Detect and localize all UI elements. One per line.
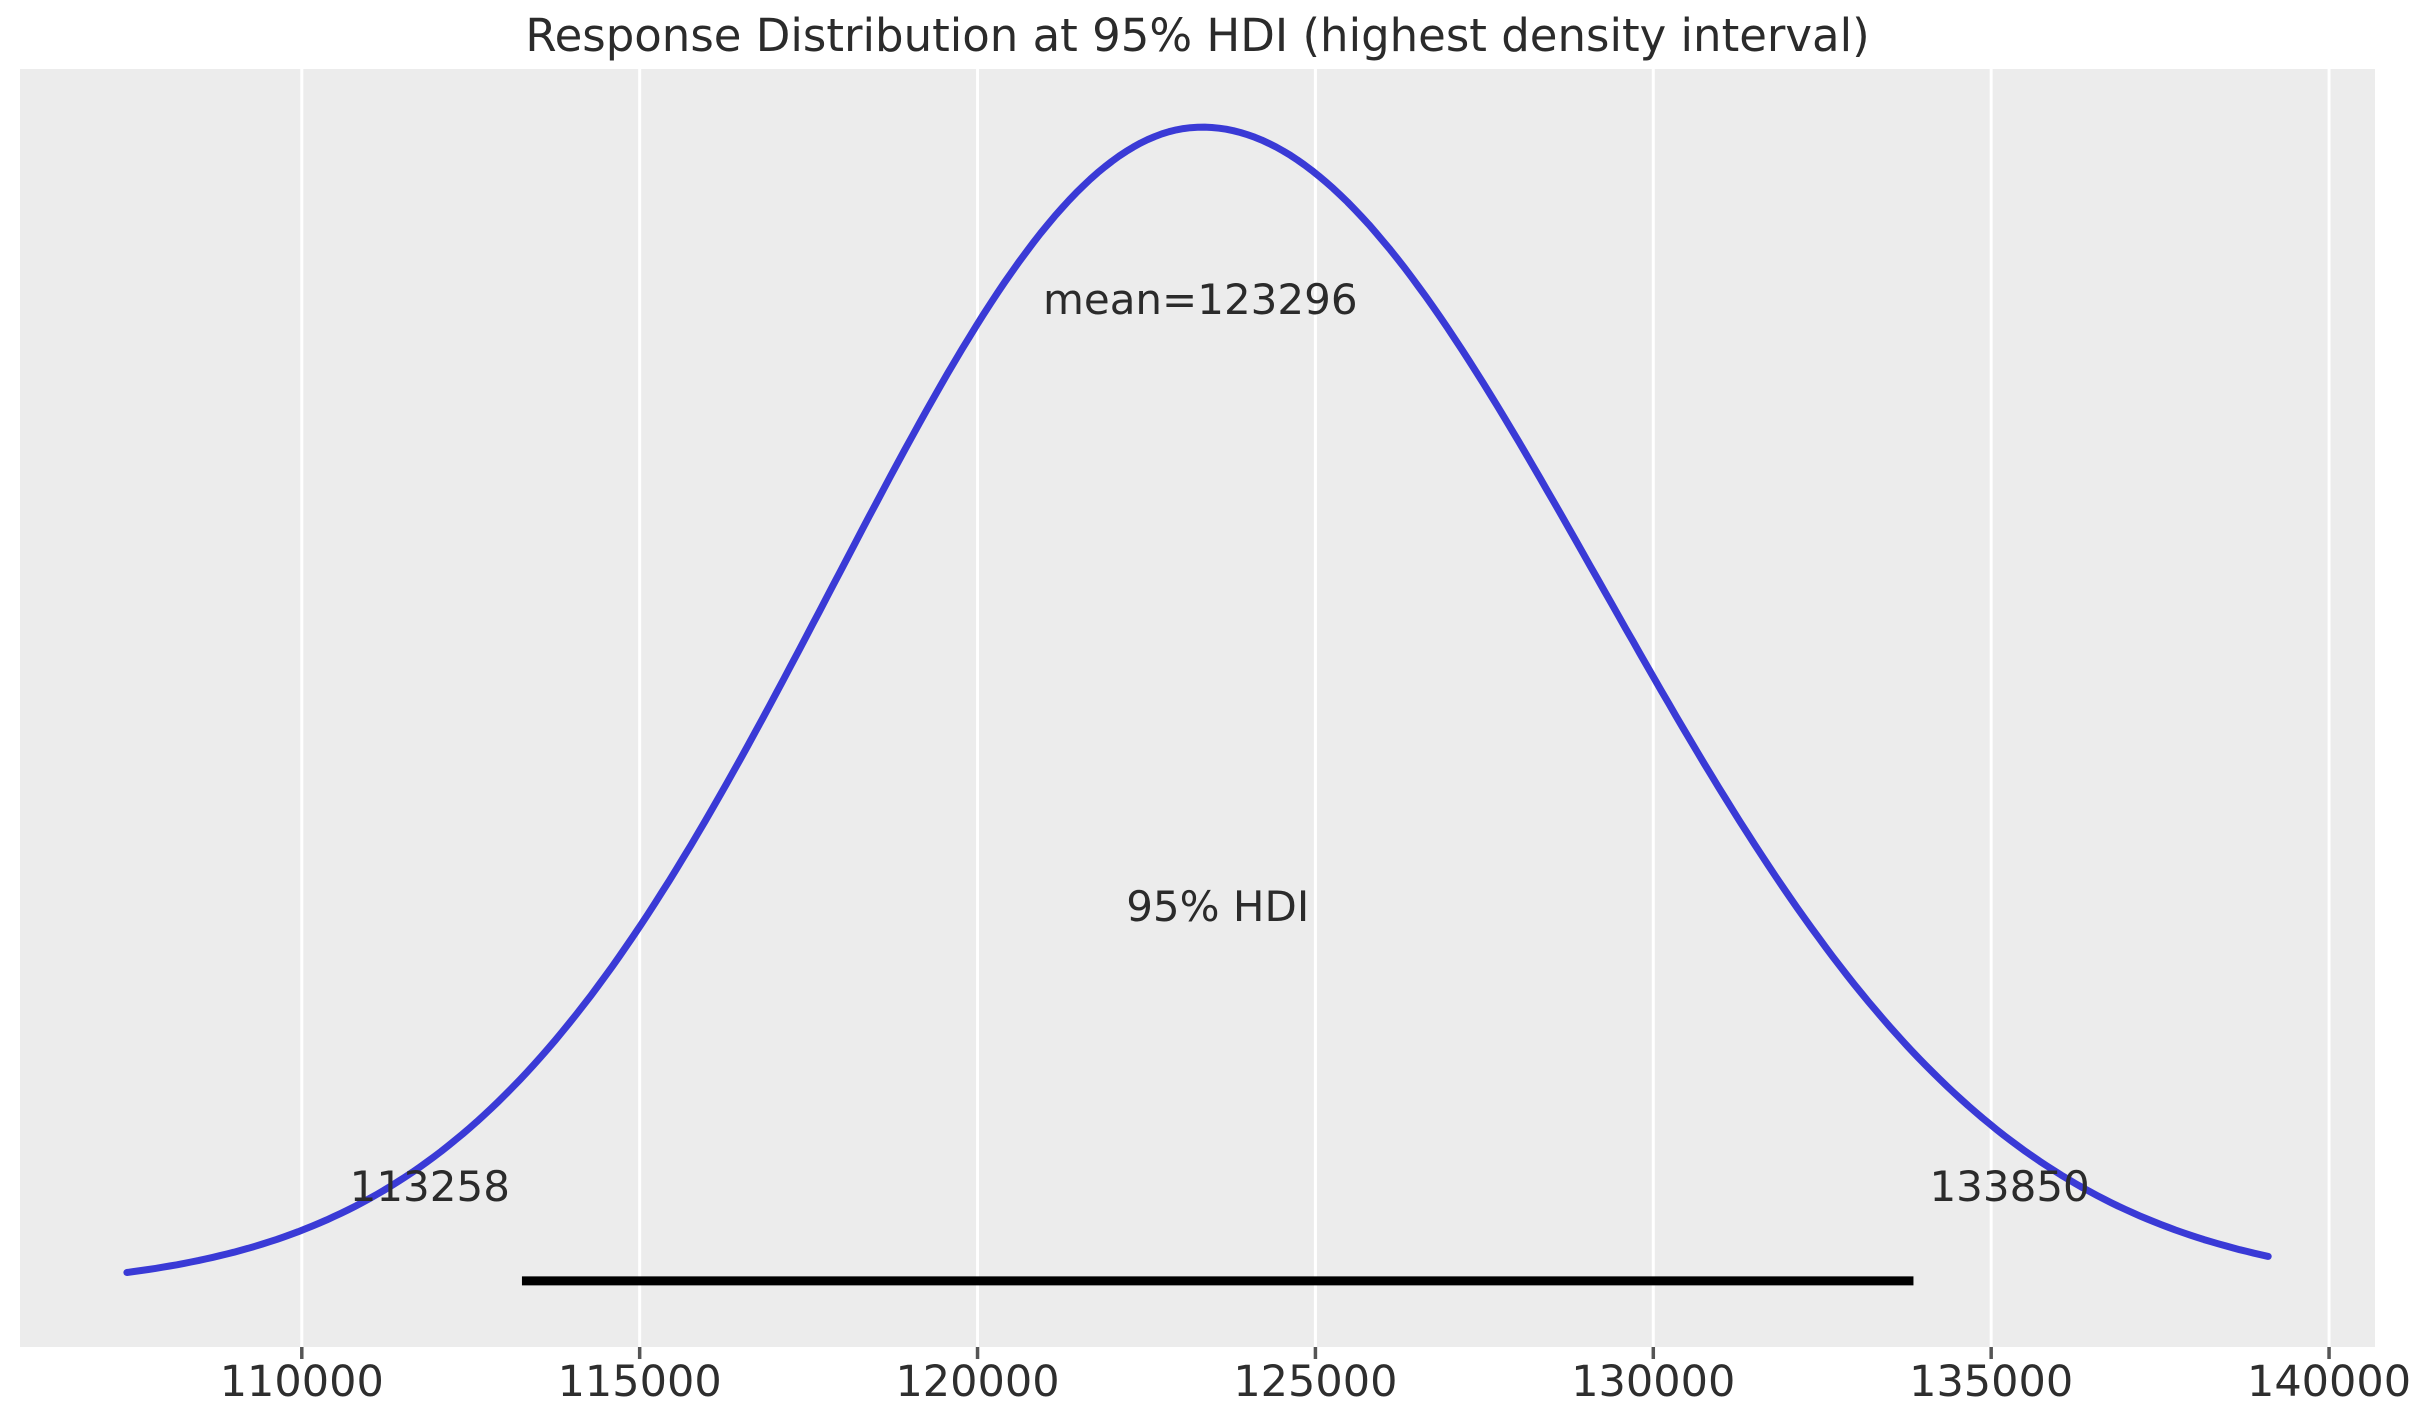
hdi-upper-bound-label: 133850 <box>1929 1162 2090 1211</box>
x-tick-label: 135000 <box>1909 1357 2074 1407</box>
kde-curve <box>123 123 2272 1276</box>
hdi-interval-annotation: 95% HDI <box>1126 882 1310 931</box>
x-tick-label: 140000 <box>2246 1357 2412 1407</box>
x-tick-label: 130000 <box>1571 1357 1736 1407</box>
chart-title: Response Distribution at 95% HDI (highes… <box>525 9 1870 62</box>
mean-annotation: mean=123296 <box>1042 275 1358 324</box>
x-tick-label: 115000 <box>557 1357 722 1407</box>
x-tick-label: 125000 <box>1233 1357 1398 1407</box>
x-tick-label: 120000 <box>895 1357 1060 1407</box>
plot-area <box>20 69 2375 1347</box>
hdi-lower-bound-label: 113258 <box>349 1162 510 1211</box>
x-tick-label: 110000 <box>219 1357 384 1407</box>
